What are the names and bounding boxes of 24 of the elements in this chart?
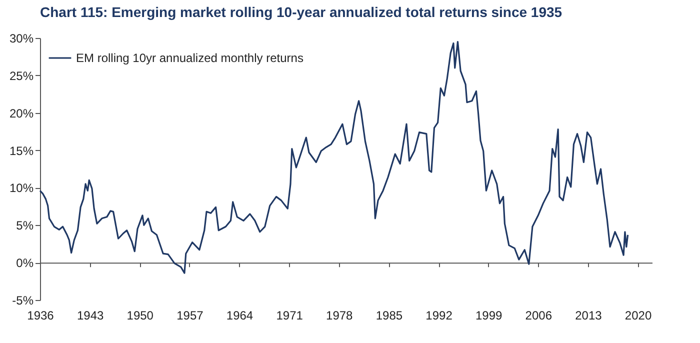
x-tick-label: 1957 [176, 308, 204, 322]
x-tick-label: 2020 [624, 308, 652, 322]
y-tick-label: 25% [9, 68, 34, 83]
y-tick-label: 0% [16, 256, 34, 270]
x-tick-label: 1992 [426, 308, 453, 322]
y-tick-label: -5% [12, 294, 34, 308]
x-tick-label: 2013 [575, 308, 602, 322]
y-tick-label: 20% [9, 106, 34, 120]
x-tick-label: 1950 [126, 308, 154, 322]
x-tick-label: 1936 [27, 308, 54, 322]
x-tick-label: 1985 [376, 308, 403, 322]
legend-label: EM rolling 10yr annualized monthly returns [76, 51, 304, 65]
y-tick-label: 15% [9, 144, 34, 158]
x-tick-label: 1978 [326, 308, 354, 322]
chart-title: Chart 115: Emerging market rolling 10-year annualized total returns since 1935 [40, 4, 562, 20]
x-tick-label: 1971 [276, 308, 304, 322]
line-series [39, 40, 629, 274]
y-tick-label: 10% [9, 181, 34, 196]
x-tick-label: 1999 [475, 308, 502, 322]
x-tick-label: 2006 [525, 308, 552, 322]
y-tick-label: 5% [16, 218, 34, 233]
y-tick-label: 30% [9, 32, 34, 46]
x-tick-label: 1964 [226, 308, 254, 322]
x-tick-label: 1943 [76, 308, 104, 322]
